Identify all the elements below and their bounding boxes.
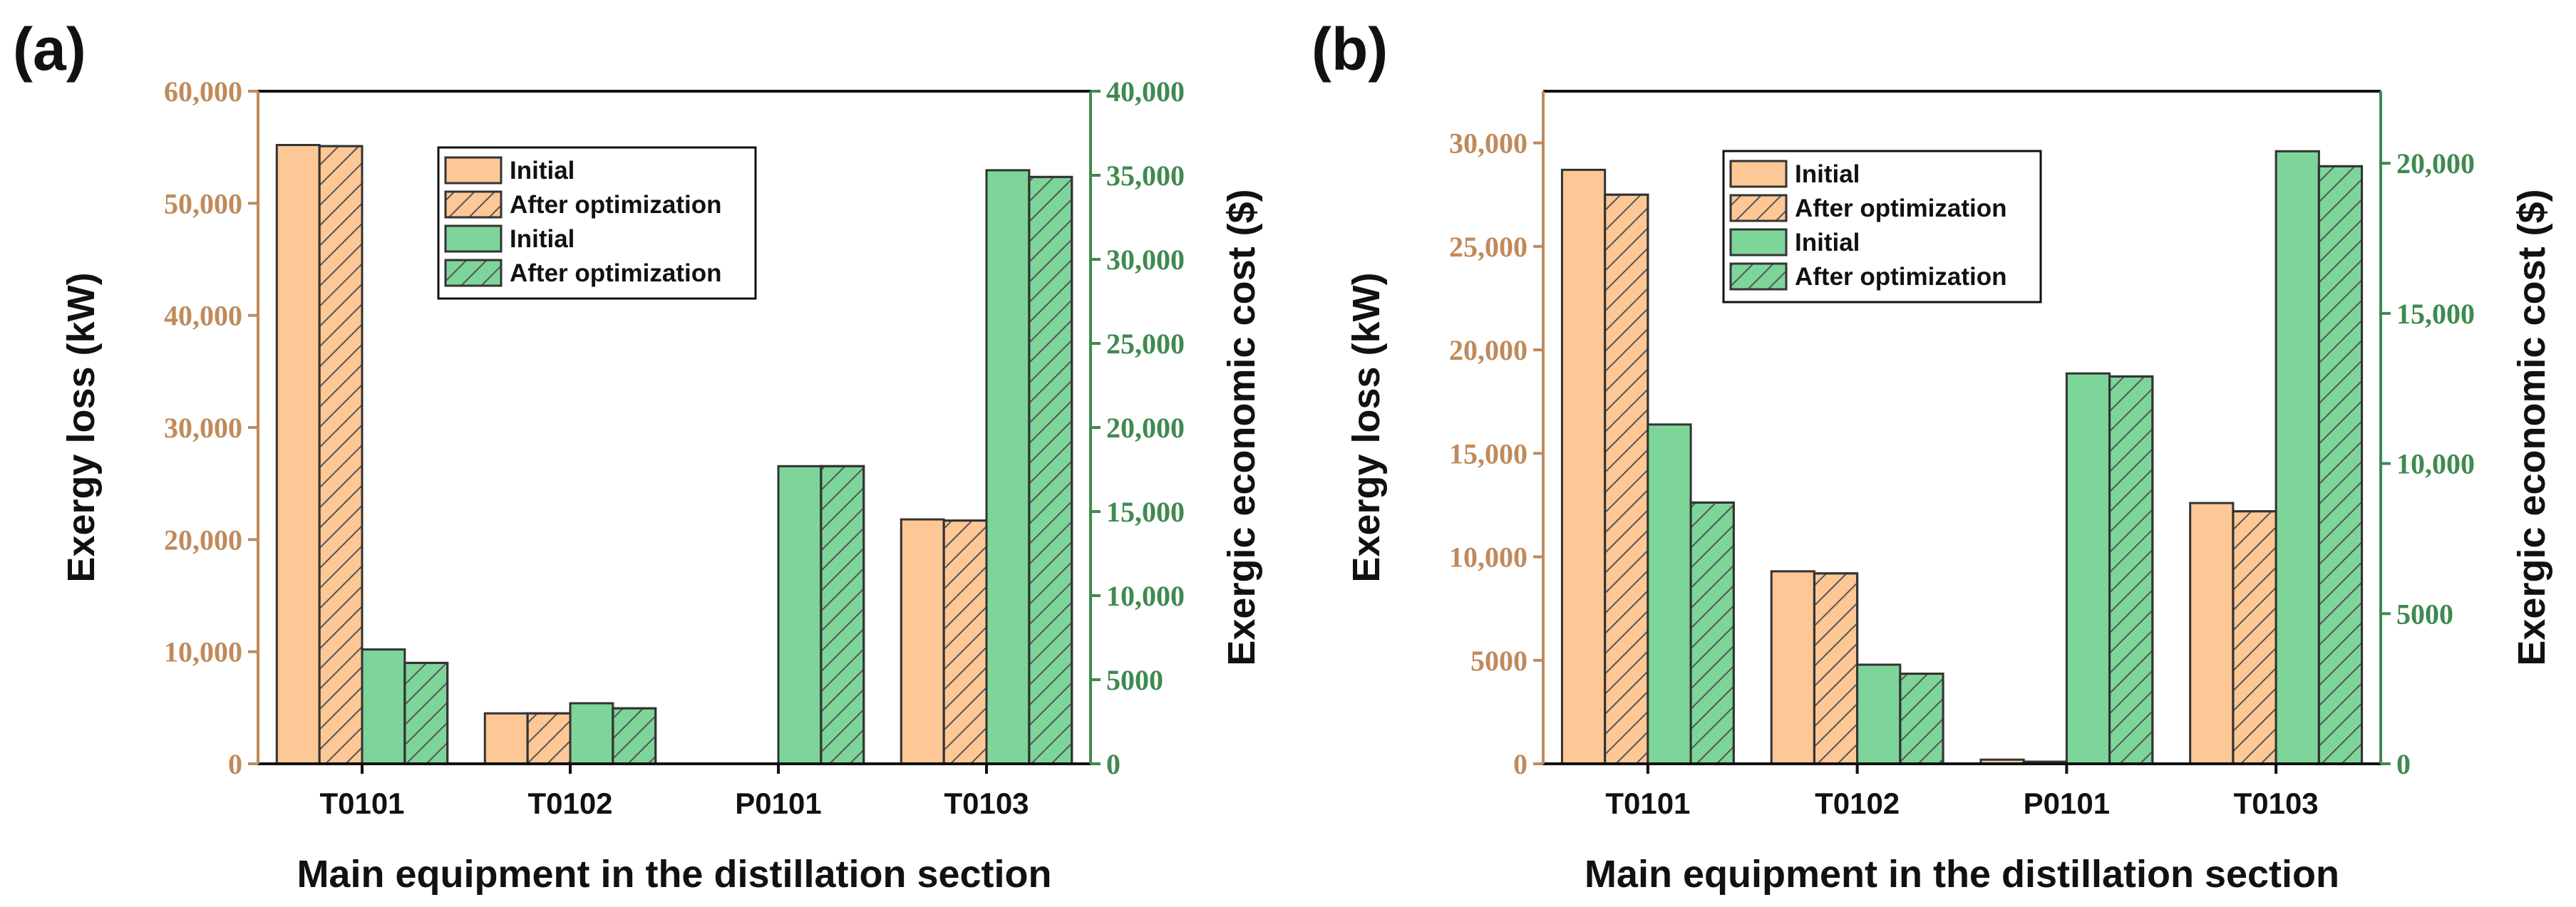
bar-t0101-exergy-loss-after-optimization-hatch — [1604, 193, 1649, 765]
bar-t0103-exergy-loss-initial — [2189, 502, 2235, 765]
bar-t0102-exergy-loss-after-optimization-hatch — [1813, 572, 1859, 765]
panel-label: (a) — [13, 16, 86, 83]
bar-t0103-economic-cost-after-optimization-hatch — [1028, 175, 1073, 765]
bar-t0103-economic-cost-initial — [985, 169, 1031, 765]
left-tick-label: 25,000 — [1449, 231, 1527, 263]
right-tick-label: 10,000 — [2396, 448, 2475, 480]
x-tick-label: T0101 — [319, 787, 404, 820]
bar-t0101-exergy-loss-initial — [1560, 168, 1607, 765]
legend-swatch — [444, 156, 503, 185]
left-tick-label: 20,000 — [1449, 334, 1527, 366]
x-axis-title: Main equipment in the distillation secti… — [1585, 853, 2339, 896]
right-tick-label: 0 — [1106, 748, 1120, 780]
bar-t0102-exergy-loss-after-optimization-hatch — [526, 712, 572, 765]
left-tick-label: 30,000 — [164, 412, 242, 444]
right-tick-label: 40,000 — [1106, 76, 1185, 108]
bar-t0101-exergy-loss-initial — [275, 144, 321, 765]
right-tick-label: 10,000 — [1106, 580, 1185, 612]
x-tick-label: T0103 — [944, 787, 1029, 820]
left-tick-label: 15,000 — [1449, 437, 1527, 470]
x-tick-label: P0101 — [2024, 787, 2110, 820]
legend-label: After optimization — [510, 259, 721, 287]
left-tick-label: 30,000 — [1449, 128, 1527, 160]
legend-label: After optimization — [1795, 195, 2006, 222]
legend-swatch-hatch — [444, 190, 503, 219]
panel-b: (b) 0 5000 10,000 15,000 20,000 25,000 30,000 0 5… — [1312, 16, 2553, 896]
panel-a: (a) 0 10,000 20,000 30,000 40,000 50,000 60,000… — [13, 16, 1263, 896]
left-tick-label: 60,000 — [164, 76, 242, 108]
bar-t0102-exergy-loss-initial — [1770, 570, 1815, 765]
right-y-axis-title: Exergic economic cost ($) — [1220, 189, 1263, 665]
bar-p0101-economic-cost-initial — [777, 465, 823, 765]
bar-t0103-economic-cost-after-optimization-hatch — [2317, 165, 2364, 765]
bar-t0101-economic-cost-initial — [1647, 423, 1692, 765]
x-tick-label: T0103 — [2234, 787, 2319, 820]
bar-t0102-economic-cost-initial — [569, 702, 614, 765]
legend-label: Initial — [1795, 229, 1860, 256]
legend-swatch-hatch — [444, 259, 503, 287]
legend: Initial After optimization Initial After op… — [1722, 150, 2042, 304]
bar-t0101-exergy-loss-after-optimization-hatch — [318, 145, 364, 765]
left-tick-label: 0 — [228, 748, 242, 780]
right-y-axis-title: Exergic economic cost ($) — [2510, 189, 2553, 665]
bars — [1560, 150, 2364, 765]
left-tick-label: 50,000 — [164, 187, 242, 219]
bar-t0101-economic-cost-after-optimization-hatch — [403, 661, 449, 765]
bars — [275, 144, 1073, 765]
legend-label: After optimization — [510, 191, 721, 219]
right-tick-label: 20,000 — [2396, 147, 2475, 180]
legend: Initial After optimization Initial After op… — [437, 146, 757, 300]
right-tick-label: 30,000 — [1106, 244, 1185, 276]
right-tick-label: 20,000 — [1106, 412, 1185, 444]
left-tick-label: 40,000 — [164, 300, 242, 332]
legend-label: Initial — [510, 225, 575, 253]
bar-p0101-economic-cost-after-optimization-hatch — [820, 465, 865, 765]
x-tick-label: P0101 — [735, 787, 821, 820]
panel-label: (b) — [1312, 16, 1388, 83]
x-tick-label: T0101 — [1605, 787, 1690, 820]
bar-t0103-exergy-loss-after-optimization-hatch — [942, 519, 988, 765]
bar-t0102-exergy-loss-initial — [483, 712, 529, 765]
bar-t0101-economic-cost-after-optimization-hatch — [1689, 501, 1735, 765]
right-tick-label: 25,000 — [1106, 328, 1185, 360]
right-tick-label: 15,000 — [1106, 496, 1185, 528]
bar-t0102-economic-cost-initial — [1856, 663, 1902, 765]
bar-t0103-economic-cost-initial — [2274, 150, 2320, 765]
legend-swatch-hatch — [1729, 262, 1788, 291]
left-tick-label: 5000 — [1470, 645, 1527, 677]
left-y-axis-title: Exergy loss (kW) — [60, 272, 103, 582]
left-tick-label: 10,000 — [1449, 541, 1527, 574]
left-tick-label: 20,000 — [164, 524, 242, 556]
bar-t0102-economic-cost-after-optimization-hatch — [612, 707, 657, 765]
legend-swatch — [1729, 228, 1788, 256]
x-tick-label: T0102 — [1815, 787, 1900, 820]
right-tick-label: 5000 — [1106, 664, 1163, 696]
bar-p0101-economic-cost-after-optimization-hatch — [2108, 375, 2154, 765]
right-tick-label: 15,000 — [2396, 298, 2475, 330]
x-axis-title: Main equipment in the distillation secti… — [297, 853, 1051, 896]
left-tick-label: 0 — [1513, 748, 1527, 780]
bar-p0101-economic-cost-initial — [2065, 372, 2111, 765]
legend-swatch — [444, 224, 503, 253]
legend-label: Initial — [1795, 160, 1860, 188]
left-y-axis-title: Exergy loss (kW) — [1345, 272, 1388, 582]
left-tick-label: 10,000 — [164, 636, 242, 668]
bar-t0103-exergy-loss-initial — [900, 518, 945, 765]
right-tick-label: 35,000 — [1106, 160, 1185, 192]
legend-swatch — [1729, 160, 1788, 188]
right-tick-label: 5000 — [2396, 598, 2453, 630]
legend-label: Initial — [510, 157, 575, 185]
right-tick-label: 0 — [2396, 748, 2411, 780]
bar-t0101-economic-cost-initial — [361, 648, 406, 765]
legend-label: After optimization — [1795, 263, 2006, 291]
x-tick-label: T0102 — [527, 787, 612, 820]
bar-t0103-exergy-loss-after-optimization-hatch — [2232, 510, 2277, 765]
legend-swatch-hatch — [1729, 194, 1788, 222]
bar-t0102-economic-cost-after-optimization-hatch — [1899, 673, 1944, 765]
